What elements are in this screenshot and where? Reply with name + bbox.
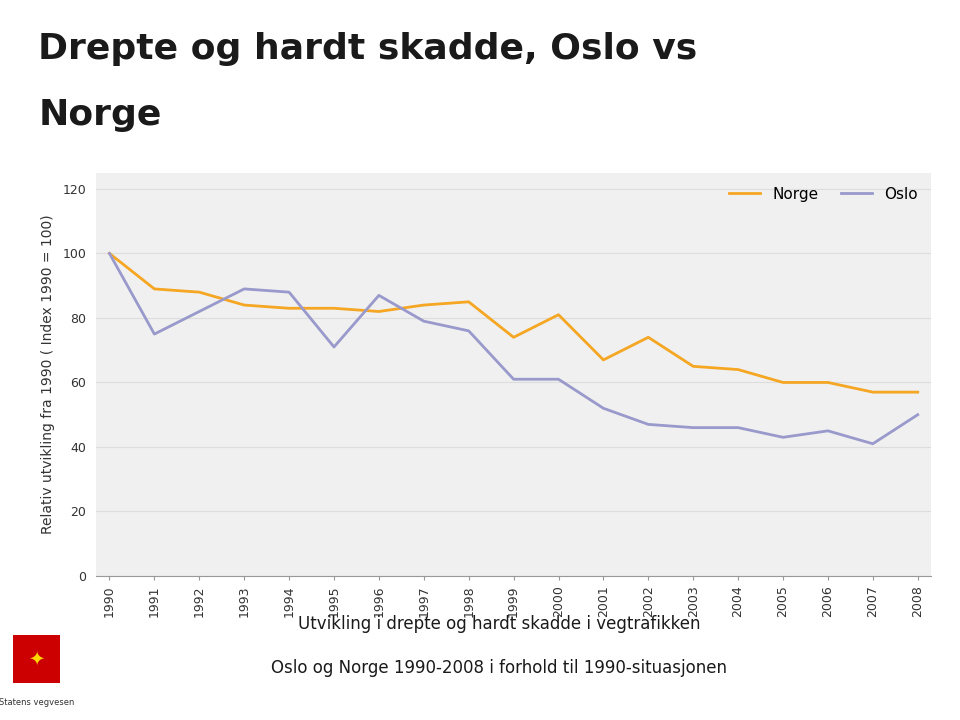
- Legend: Norge, Oslo: Norge, Oslo: [723, 181, 924, 207]
- Text: Oslo og Norge 1990-2008 i forhold til 1990-situasjonen: Oslo og Norge 1990-2008 i forhold til 19…: [272, 659, 728, 677]
- Oslo: [328, 343, 340, 351]
- Oslo: [194, 307, 205, 316]
- Norge: [687, 362, 699, 371]
- Norge: [508, 333, 519, 341]
- Norge: [598, 356, 610, 364]
- Oslo: [508, 375, 519, 384]
- Oslo: [238, 284, 250, 293]
- Norge: [149, 284, 160, 293]
- Oslo: [283, 288, 295, 297]
- Oslo: [463, 327, 474, 336]
- Norge: [912, 388, 924, 397]
- Polygon shape: [691, 0, 960, 158]
- Norge: [778, 378, 789, 387]
- Norge: [194, 288, 205, 297]
- Oslo: [822, 426, 833, 435]
- Oslo: [642, 420, 654, 428]
- Norge: [283, 304, 295, 312]
- Text: Norge: Norge: [38, 98, 162, 132]
- Norge: [328, 304, 340, 312]
- Text: Utvikling i drepte og hardt skadde i vegtrafikken: Utvikling i drepte og hardt skadde i veg…: [298, 615, 701, 634]
- Bar: [13, 635, 60, 683]
- Oslo: [912, 410, 924, 419]
- Oslo: [598, 404, 610, 413]
- Oslo: [104, 249, 115, 258]
- Oslo: [418, 317, 429, 325]
- Oslo: [149, 330, 160, 338]
- Oslo: [867, 439, 878, 448]
- Norge: [642, 333, 654, 341]
- Norge: [822, 378, 833, 387]
- Norge: [553, 310, 564, 319]
- Oslo: [687, 423, 699, 432]
- Text: ✦: ✦: [28, 649, 45, 669]
- Text: Drepte og hardt skadde, Oslo vs: Drepte og hardt skadde, Oslo vs: [38, 32, 698, 66]
- Oslo: [732, 423, 744, 432]
- Norge: [104, 249, 115, 258]
- Y-axis label: Relativ utvikling fra 1990 ( Index 1990 = 100): Relativ utvikling fra 1990 ( Index 1990 …: [41, 215, 56, 534]
- Norge: [238, 301, 250, 310]
- Norge: [373, 307, 385, 316]
- Oslo: [553, 375, 564, 384]
- Text: Statens vegvesen: Statens vegvesen: [0, 698, 74, 707]
- Line: Norge: Norge: [109, 253, 918, 392]
- Norge: [732, 365, 744, 374]
- Line: Oslo: Oslo: [109, 253, 918, 444]
- Norge: [867, 388, 878, 397]
- Oslo: [778, 433, 789, 441]
- Norge: [418, 301, 429, 310]
- Norge: [463, 297, 474, 306]
- Oslo: [373, 291, 385, 300]
